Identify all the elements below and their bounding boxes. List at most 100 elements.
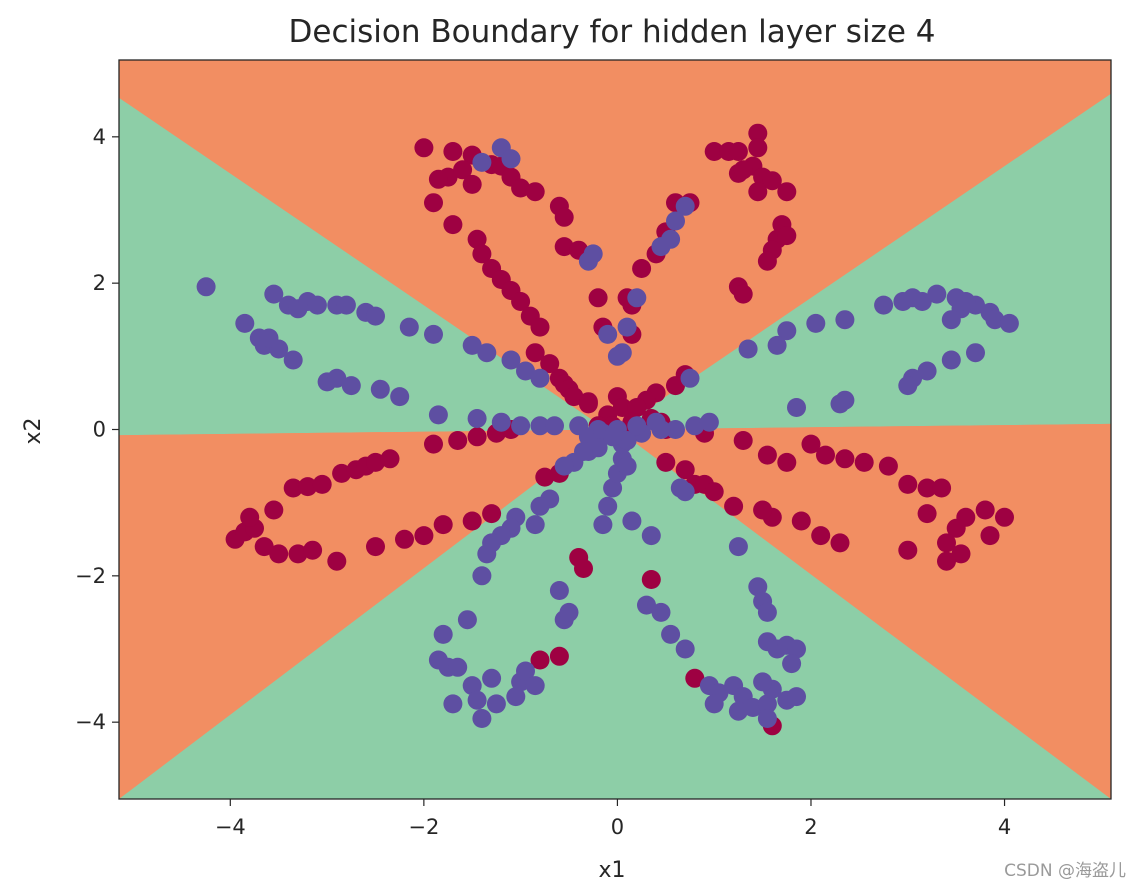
data-point-class0 bbox=[443, 215, 463, 235]
data-point-class0 bbox=[428, 169, 448, 189]
y-tick-label: 4 bbox=[93, 125, 106, 149]
data-point-class1 bbox=[545, 416, 564, 436]
data-point-class1 bbox=[999, 313, 1019, 333]
data-point-class0 bbox=[748, 138, 768, 158]
data-point-class1 bbox=[390, 387, 410, 407]
data-point-class0 bbox=[753, 500, 773, 520]
data-point-class1 bbox=[424, 324, 443, 344]
data-point-class0 bbox=[530, 317, 550, 337]
data-point-class0 bbox=[685, 668, 705, 688]
y-axis: 4 2 0 −2 −4 bbox=[75, 125, 119, 734]
data-point-class1 bbox=[661, 624, 681, 644]
data-point-class0 bbox=[448, 431, 468, 450]
data-point-class0 bbox=[530, 650, 550, 670]
data-point-class1 bbox=[830, 394, 850, 414]
data-point-class1 bbox=[743, 698, 763, 717]
data-point-class1 bbox=[598, 496, 618, 516]
data-point-class1 bbox=[787, 639, 806, 659]
y-tick-label: 2 bbox=[93, 271, 106, 295]
data-point-class1 bbox=[428, 405, 448, 425]
data-point-class1 bbox=[307, 295, 327, 315]
data-point-class0 bbox=[777, 452, 797, 472]
data-point-class1 bbox=[728, 701, 748, 721]
data-point-class0 bbox=[946, 518, 966, 538]
data-point-class0 bbox=[254, 537, 274, 557]
data-point-class1 bbox=[748, 577, 768, 597]
data-point-class0 bbox=[704, 142, 724, 161]
data-point-class0 bbox=[854, 452, 874, 472]
data-points bbox=[196, 123, 1019, 736]
data-point-class1 bbox=[651, 602, 671, 622]
data-point-class0 bbox=[975, 500, 995, 520]
data-point-class0 bbox=[917, 478, 937, 498]
data-point-class1 bbox=[525, 676, 545, 696]
data-point-class1 bbox=[554, 456, 574, 476]
data-point-class1 bbox=[617, 431, 637, 450]
y-tick-label: −2 bbox=[75, 564, 106, 588]
data-point-class1 bbox=[259, 328, 279, 348]
data-point-class0 bbox=[366, 452, 385, 472]
x-tick-label: −2 bbox=[408, 815, 439, 839]
data-point-class1 bbox=[637, 595, 656, 615]
data-point-class0 bbox=[898, 474, 918, 494]
data-point-class1 bbox=[617, 317, 637, 337]
data-point-class0 bbox=[395, 529, 414, 549]
data-point-class0 bbox=[762, 171, 782, 191]
data-point-class1 bbox=[467, 690, 487, 710]
data-point-class0 bbox=[791, 511, 811, 531]
x-tick-label: −4 bbox=[215, 815, 246, 839]
data-point-class0 bbox=[937, 533, 956, 553]
data-point-class1 bbox=[462, 676, 482, 696]
data-point-class0 bbox=[704, 482, 724, 502]
data-point-class1 bbox=[651, 237, 671, 257]
data-point-class0 bbox=[288, 544, 308, 564]
data-point-class0 bbox=[443, 142, 463, 161]
data-point-class0 bbox=[554, 237, 574, 257]
data-point-class0 bbox=[830, 533, 850, 553]
data-point-class0 bbox=[525, 182, 545, 202]
data-point-class0 bbox=[632, 259, 652, 278]
data-point-class0 bbox=[733, 160, 753, 180]
data-point-class1 bbox=[767, 335, 787, 355]
data-point-class0 bbox=[424, 434, 443, 454]
data-point-class0 bbox=[424, 193, 443, 213]
data-point-class1 bbox=[685, 416, 705, 436]
data-point-class0 bbox=[467, 229, 487, 249]
data-point-class1 bbox=[593, 515, 613, 535]
region-top bbox=[119, 60, 1111, 434]
data-point-class0 bbox=[728, 142, 748, 161]
data-point-class0 bbox=[641, 570, 661, 589]
data-point-class0 bbox=[627, 398, 647, 417]
data-point-class1 bbox=[787, 398, 806, 417]
data-point-class1 bbox=[196, 277, 216, 297]
data-point-class0 bbox=[733, 284, 753, 304]
data-point-class1 bbox=[753, 672, 773, 692]
data-point-class1 bbox=[912, 292, 932, 311]
data-point-class1 bbox=[530, 368, 550, 388]
data-point-class0 bbox=[564, 387, 584, 407]
data-point-class0 bbox=[312, 474, 332, 494]
data-point-class1 bbox=[617, 456, 637, 476]
data-point-class1 bbox=[472, 566, 492, 586]
data-point-class0 bbox=[757, 251, 777, 271]
data-point-class1 bbox=[666, 211, 685, 231]
data-point-class0 bbox=[298, 477, 318, 497]
data-point-class1 bbox=[327, 368, 347, 388]
data-point-class0 bbox=[240, 507, 260, 527]
data-point-class0 bbox=[724, 496, 744, 516]
x-tick-label: 0 bbox=[611, 815, 624, 839]
data-point-class1 bbox=[482, 668, 502, 688]
x-axis-label: x1 bbox=[598, 858, 625, 883]
data-point-class1 bbox=[835, 310, 855, 330]
data-point-class1 bbox=[336, 295, 356, 315]
data-point-class1 bbox=[501, 149, 521, 169]
data-point-class0 bbox=[554, 207, 574, 227]
data-point-class0 bbox=[588, 288, 608, 308]
data-point-class1 bbox=[956, 292, 976, 311]
data-point-class0 bbox=[666, 376, 685, 396]
data-point-class0 bbox=[675, 460, 695, 480]
data-point-class0 bbox=[801, 434, 821, 454]
data-point-class1 bbox=[646, 412, 666, 432]
data-point-class1 bbox=[462, 335, 482, 355]
